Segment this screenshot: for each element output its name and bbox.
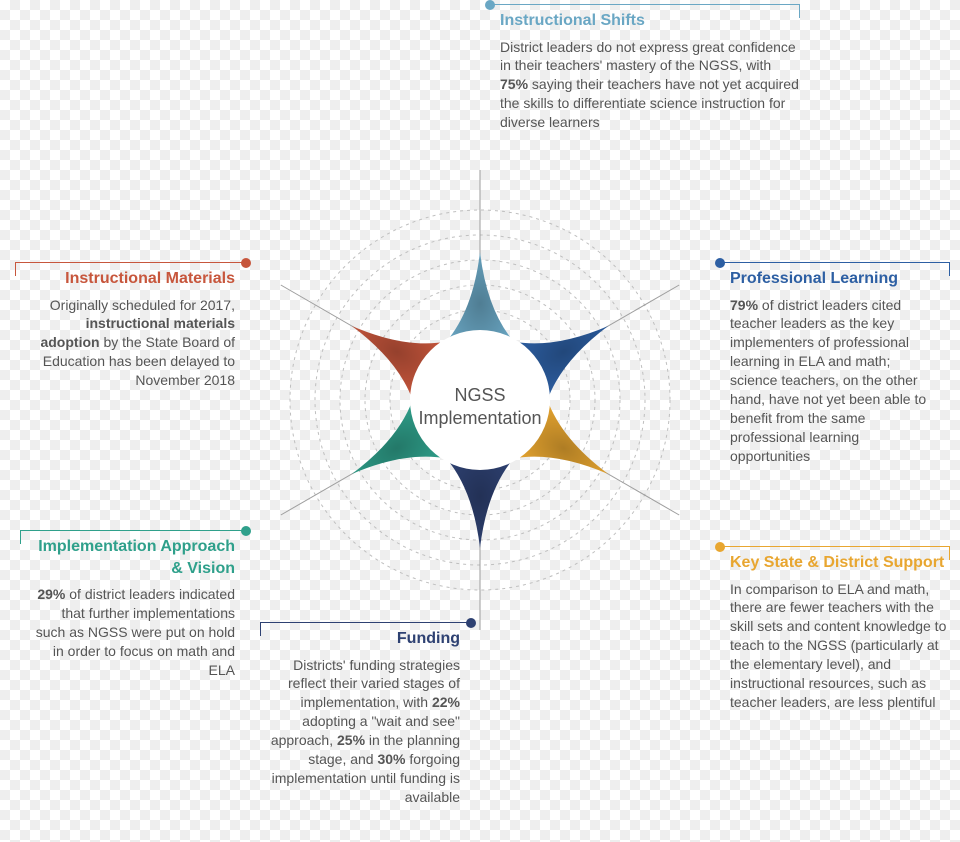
- section-body-instructional_materials: Originally scheduled for 2017, instructi…: [25, 296, 235, 390]
- section-funding: Funding Districts' funding strategies ref…: [270, 628, 460, 807]
- section-title-funding: Funding: [270, 628, 460, 650]
- section-body-funding: Districts' funding strategies reflect th…: [270, 656, 460, 807]
- center-circle: [410, 330, 550, 470]
- header-dot-instructional_materials: [241, 258, 251, 268]
- section-title-implementation_vision: Implementation Approach & Vision: [35, 536, 235, 579]
- section-instructional_shifts: Instructional Shifts District leaders do …: [500, 10, 800, 132]
- section-title-instructional_materials: Instructional Materials: [25, 268, 235, 290]
- header-dot-key_state_support: [715, 542, 725, 552]
- section-professional_learning: Professional Learning 79% of district lea…: [730, 268, 940, 466]
- ngss-radial-infographic: NGSS Implementation Instructional Shifts…: [0, 0, 960, 842]
- section-body-key_state_support: In comparison to ELA and math, there are…: [730, 580, 950, 712]
- section-instructional_materials: Instructional Materials Originally schedu…: [25, 268, 235, 390]
- section-body-instructional_shifts: District leaders do not express great co…: [500, 38, 800, 132]
- section-key_state_support: Key State & District Support In compariso…: [730, 552, 950, 712]
- header-dot-implementation_vision: [241, 526, 251, 536]
- header-dot-funding: [466, 618, 476, 628]
- section-title-professional_learning: Professional Learning: [730, 268, 940, 290]
- section-implementation_vision: Implementation Approach & Vision 29% of d…: [35, 536, 235, 680]
- header-dot-instructional_shifts: [485, 0, 495, 10]
- header-dot-professional_learning: [715, 258, 725, 268]
- section-title-instructional_shifts: Instructional Shifts: [500, 10, 800, 32]
- section-title-key_state_support: Key State & District Support: [730, 552, 950, 574]
- section-body-professional_learning: 79% of district leaders cited teacher le…: [730, 296, 940, 466]
- section-body-implementation_vision: 29% of district leaders indicated that f…: [35, 585, 235, 679]
